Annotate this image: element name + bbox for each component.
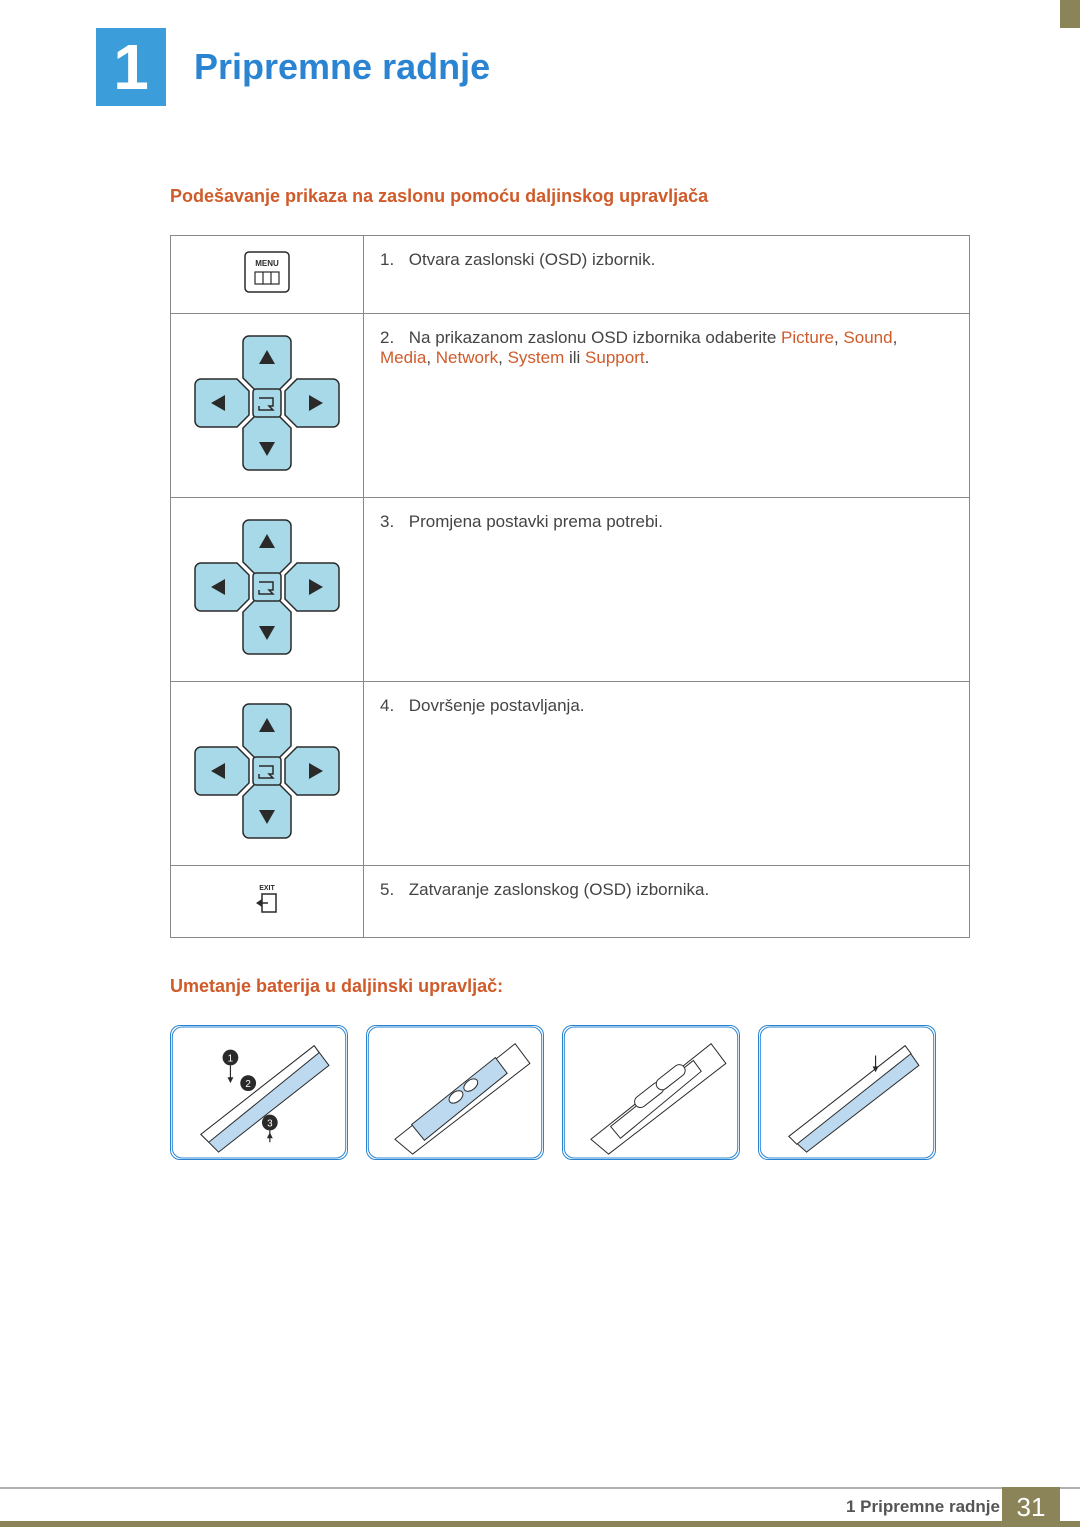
step-number: 4. (380, 696, 404, 716)
svg-text:3: 3 (267, 1118, 273, 1129)
icon-cell-dpad (171, 314, 364, 498)
svg-text:2: 2 (245, 1079, 250, 1090)
step-number: 3. (380, 512, 404, 532)
keyword: Picture (781, 328, 834, 347)
section-osd-title: Podešavanje prikaza na zaslonu pomoću da… (170, 186, 970, 207)
step-number: 1. (380, 250, 404, 270)
menu-button-icon: MENU (243, 250, 291, 294)
osd-instructions-table: MENU 1. Otvara zaslonski (OSD) izbornik. (170, 235, 970, 938)
sep: , (426, 348, 435, 367)
instruction-cell: 2. Na prikazanom zaslonu OSD izbornika o… (364, 314, 970, 498)
table-row: 4. Dovršenje postavljanja. (171, 682, 970, 866)
sep: , (498, 348, 507, 367)
battery-step-2 (366, 1025, 544, 1160)
table-row: EXIT 5. Zatvaranje zaslonskog (OSD) izbo… (171, 866, 970, 938)
footer-chapter-label: 1 Pripremne radnje (846, 1497, 1000, 1517)
step-text: Zatvaranje zaslonskog (OSD) izbornika. (409, 880, 709, 899)
battery-step-4 (758, 1025, 936, 1160)
instruction-cell: 3. Promjena postavki prema potrebi. (364, 498, 970, 682)
chapter-title: Pripremne radnje (194, 46, 490, 88)
table-row: MENU 1. Otvara zaslonski (OSD) izbornik. (171, 236, 970, 314)
icon-cell-exit: EXIT (171, 866, 364, 938)
step-number: 2. (380, 328, 404, 348)
sep: , (834, 328, 843, 347)
step-text: Otvara zaslonski (OSD) izbornik. (409, 250, 656, 269)
top-corner-accent (1060, 0, 1080, 28)
period: . (645, 348, 650, 367)
step-number: 5. (380, 880, 404, 900)
icon-cell-dpad (171, 498, 364, 682)
table-row: 3. Promjena postavki prema potrebi. (171, 498, 970, 682)
icon-cell-dpad (171, 682, 364, 866)
dpad-icon (187, 328, 347, 478)
table-row: 2. Na prikazanom zaslonu OSD izbornika o… (171, 314, 970, 498)
battery-diagram-row: 1 2 3 (170, 1025, 970, 1160)
chapter-number: 1 (113, 30, 149, 104)
instruction-cell: 5. Zatvaranje zaslonskog (OSD) izbornika… (364, 866, 970, 938)
instruction-cell: 4. Dovršenje postavljanja. (364, 682, 970, 866)
battery-step-1: 1 2 3 (170, 1025, 348, 1160)
dpad-icon (187, 696, 347, 846)
step-text: Promjena postavki prema potrebi. (409, 512, 663, 531)
chapter-header: 1 Pripremne radnje (0, 28, 1080, 106)
keyword: System (508, 348, 565, 367)
instruction-cell: 1. Otvara zaslonski (OSD) izbornik. (364, 236, 970, 314)
keyword: Sound (843, 328, 892, 347)
footer-divider (0, 1487, 1080, 1489)
page-number: 31 (1002, 1487, 1060, 1527)
svg-text:MENU: MENU (255, 259, 279, 268)
section-battery-title: Umetanje baterija u daljinski upravljač: (170, 976, 970, 997)
icon-cell-menu: MENU (171, 236, 364, 314)
footer-accent-bar (0, 1521, 1080, 1527)
keyword: Network (436, 348, 498, 367)
svg-text:EXIT: EXIT (259, 885, 275, 892)
ili: ili (564, 348, 585, 367)
step-text-prefix: Na prikazanom zaslonu OSD izbornika odab… (409, 328, 781, 347)
page-content: Podešavanje prikaza na zaslonu pomoću da… (170, 186, 970, 1160)
svg-text:1: 1 (228, 1053, 233, 1064)
battery-step-3 (562, 1025, 740, 1160)
step-text: Dovršenje postavljanja. (409, 696, 585, 715)
keyword: Media (380, 348, 426, 367)
chapter-number-box: 1 (96, 28, 166, 106)
keyword: Support (585, 348, 645, 367)
exit-button-icon: EXIT (248, 880, 286, 918)
sep: , (893, 328, 898, 347)
dpad-icon (187, 512, 347, 662)
